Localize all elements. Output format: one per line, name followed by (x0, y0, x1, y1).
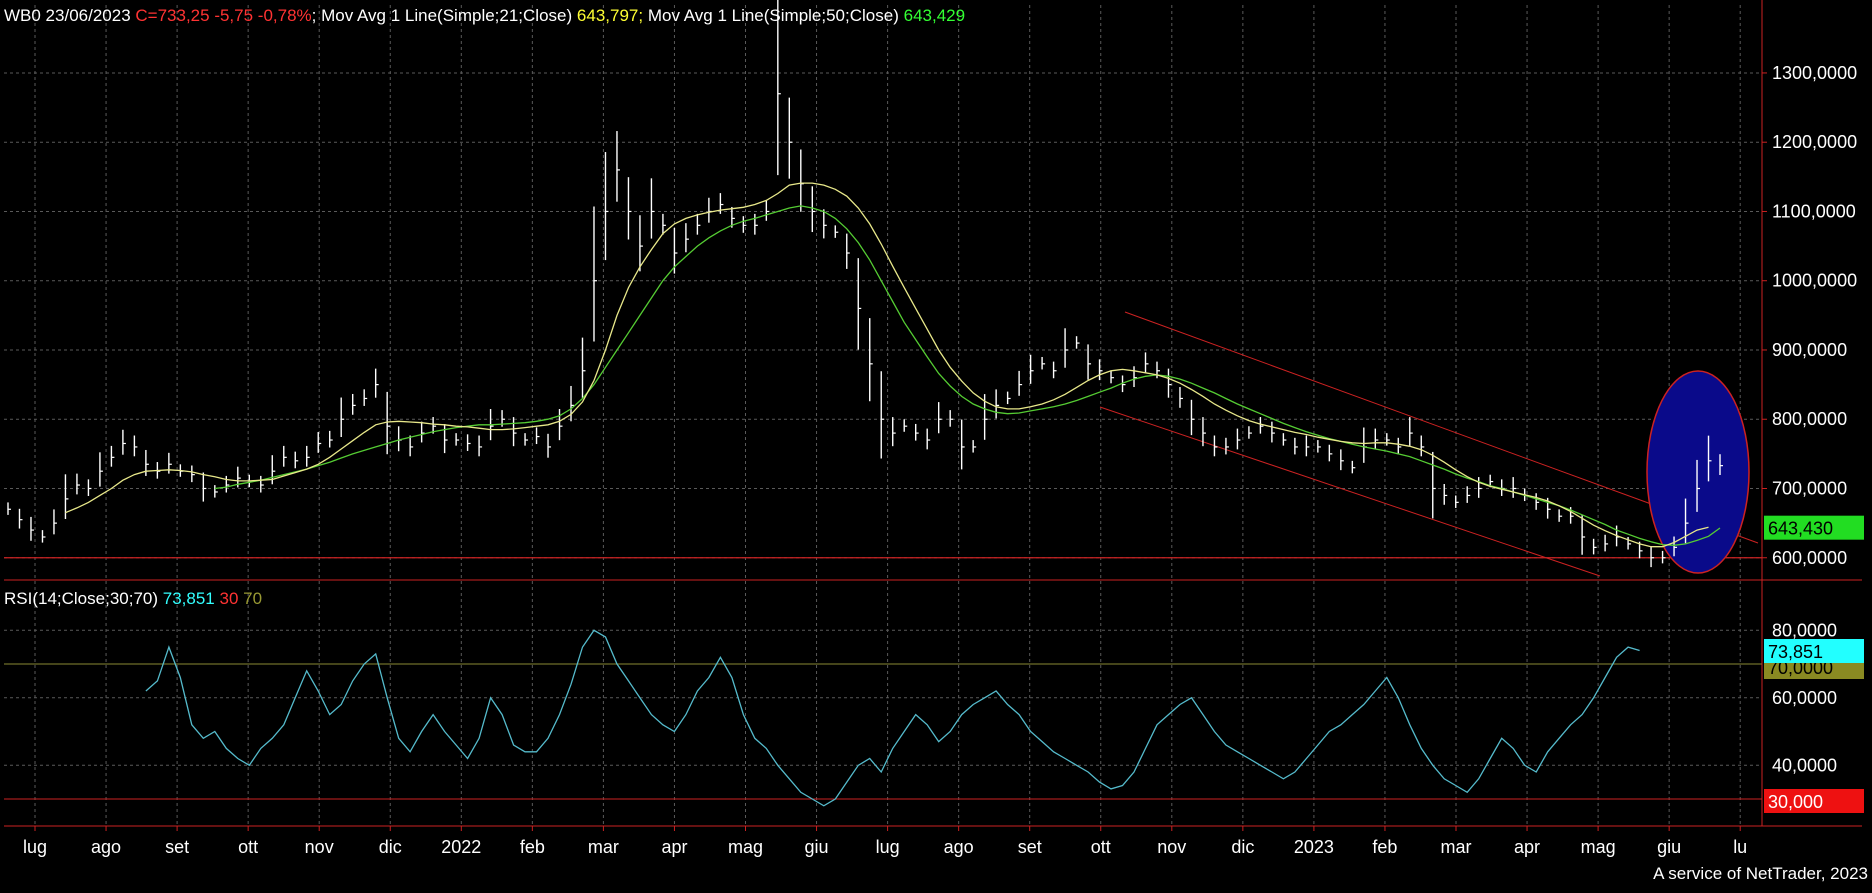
highlight-ellipse (1646, 370, 1750, 574)
x-tick-label: set (165, 837, 189, 857)
x-tick-label: feb (520, 837, 545, 857)
rsi-y-tick-label: 80,0000 (1772, 620, 1837, 640)
legend-separator: ; (311, 6, 317, 25)
x-tick-label: lug (876, 837, 900, 857)
x-tick-label: apr (661, 837, 687, 857)
x-tick-label: 2022 (441, 837, 481, 857)
y-tick-label: 900,0000 (1772, 340, 1847, 360)
x-tick-label: giu (1657, 837, 1681, 857)
x-tick-label: nov (305, 837, 334, 857)
y-tick-label: 800,0000 (1772, 409, 1847, 429)
x-tick-label: ott (1091, 837, 1111, 857)
x-tick-label: mar (588, 837, 619, 857)
credit-text: A service of NetTrader, 2023 (1653, 864, 1868, 883)
y-tick-label: 600,0000 (1772, 548, 1847, 568)
rsi-last-value-badge-bg (1764, 639, 1864, 664)
x-tick-label: feb (1372, 837, 1397, 857)
rsi-30-badge-bg (1764, 789, 1864, 813)
y-tick-label: 1100,0000 (1772, 201, 1856, 221)
rsi-legend-low: 30 (219, 589, 239, 608)
x-tick-label: apr (1514, 837, 1540, 857)
x-tick-label: 2023 (1294, 837, 1334, 857)
x-tick-label: nov (1157, 837, 1186, 857)
ma-last-value-badge-text: 643,430 (1768, 519, 1833, 539)
axes-layer: lug ago set ott nov dic 2022 feb mar apr mag giu lug… (4, 0, 1862, 857)
rsi-y-tick-label: 40,0000 (1772, 755, 1837, 775)
rsi-last-value-badge-text: 73,851 (1768, 642, 1823, 662)
rsi-last-value-badge: 73,851 (1764, 639, 1864, 664)
rsi-legend-label: RSI(14;Close;30;70) (4, 589, 159, 608)
reference-lines-layer (4, 311, 1762, 800)
rsi-30-badge-text: 30,000 (1768, 792, 1823, 812)
rsi-legend: RSI(14;Close;30;70) 73,851 30 70 (4, 589, 262, 609)
y-tick-label: 1200,0000 (1772, 132, 1857, 152)
rsi-line (145, 629, 1640, 807)
rsi-legend-high: 70 (243, 589, 263, 608)
x-tick-label: mag (728, 837, 763, 857)
y-tick-label: 1000,0000 (1772, 271, 1857, 291)
legend-symbol-date: WB0 23/06/2023 (4, 6, 131, 25)
ma-last-value-badge-bg (1764, 515, 1864, 540)
rsi-legend-value: 73,851 (162, 589, 215, 608)
y-tick-label: 700,0000 (1772, 479, 1847, 499)
grid-layer (4, 5, 1762, 826)
ma50-line (214, 205, 1721, 546)
x-tick-label: mar (1441, 837, 1472, 857)
x-tick-label: dic (1231, 837, 1254, 857)
price-legend: WB0 23/06/2023 C=733,25 -5,75 -0,78%; Mo… (4, 6, 965, 26)
x-tick-label: set (1018, 837, 1042, 857)
rsi-30-badge: 30,000 (1764, 789, 1864, 813)
legend-ma21-value: 643,797 (576, 6, 639, 25)
legend-ma21-label: Mov Avg 1 Line(Simple;21;Close) (321, 6, 573, 25)
series-layer (7, 0, 1723, 807)
x-tick-label: lu (1733, 837, 1747, 857)
x-tick-label: lug (23, 837, 47, 857)
legend-ma50-value: 643,429 (903, 6, 966, 25)
legend-price-change: C=733,25 -5,75 -0,78% (135, 6, 312, 25)
x-tick-label: ago (91, 837, 121, 857)
legend-ma50-label: Mov Avg 1 Line(Simple;50;Close) (647, 6, 899, 25)
x-tick-label: mag (1581, 837, 1616, 857)
x-tick-label: giu (805, 837, 829, 857)
ma-last-value-badge: 643,430 (1764, 515, 1864, 540)
x-tick-label: dic (379, 837, 402, 857)
ma21-line (65, 182, 1709, 548)
channel-lower-line (1099, 406, 1601, 577)
legend-separator: ; (638, 6, 644, 25)
x-tick-label: ott (238, 837, 258, 857)
x-tick-label: ago (944, 837, 974, 857)
y-tick-label: 1300,0000 (1772, 63, 1857, 83)
overlay-layer (1646, 370, 1750, 574)
rsi-y-tick-label: 60,0000 (1772, 688, 1837, 708)
